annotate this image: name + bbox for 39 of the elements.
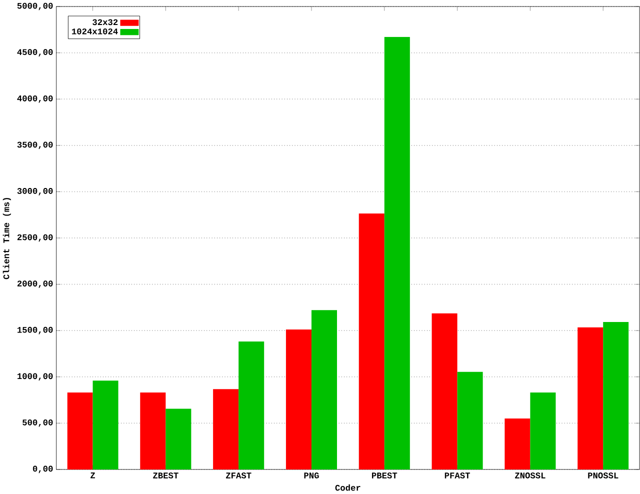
bar <box>603 322 629 470</box>
bar <box>311 310 337 470</box>
bar <box>238 342 264 470</box>
bar <box>213 389 239 470</box>
x-tick-label: ZNOSSL <box>515 472 546 479</box>
y-tick-label: 1000,00 <box>17 373 53 381</box>
bar <box>358 214 384 470</box>
y-tick-label: 4500,00 <box>17 49 53 57</box>
bar <box>67 392 93 470</box>
bar <box>504 418 530 470</box>
x-tick-label: PNOSSL <box>588 472 618 479</box>
y-axis-title: Client Time (ms) <box>2 198 11 280</box>
y-tick-label: 3500,00 <box>17 142 53 150</box>
y-tick-label: 5000,00 <box>17 3 53 10</box>
y-tick-label: 3000,00 <box>17 188 53 196</box>
legend-label: 32x32 <box>92 19 118 26</box>
bar <box>578 328 604 470</box>
bar <box>140 392 166 470</box>
y-tick-label: 500,00 <box>22 420 53 427</box>
x-tick-label: PBEST <box>372 472 398 479</box>
y-tick-label: 4000,00 <box>17 96 53 103</box>
x-tick-label: Z <box>90 472 95 478</box>
y-tick-label: 2000,00 <box>17 280 53 288</box>
bar <box>384 37 410 470</box>
bar <box>166 408 192 470</box>
bar <box>530 392 556 470</box>
bar <box>432 314 458 470</box>
x-axis-title: Coder <box>335 484 360 491</box>
x-tick-label: ZBEST <box>153 472 178 479</box>
y-tick-label: 0,00 <box>32 466 53 474</box>
bar <box>457 372 483 470</box>
y-tick-label: 1500,00 <box>17 327 53 334</box>
bar <box>286 330 312 470</box>
legend-label: 1024x1024 <box>72 28 118 35</box>
y-tick-label: 2500,00 <box>17 234 53 242</box>
x-tick-label: PNG <box>304 472 319 479</box>
x-tick-label: PFAST <box>444 472 470 479</box>
x-tick-label: ZFAST <box>226 472 252 479</box>
bar <box>92 380 118 470</box>
